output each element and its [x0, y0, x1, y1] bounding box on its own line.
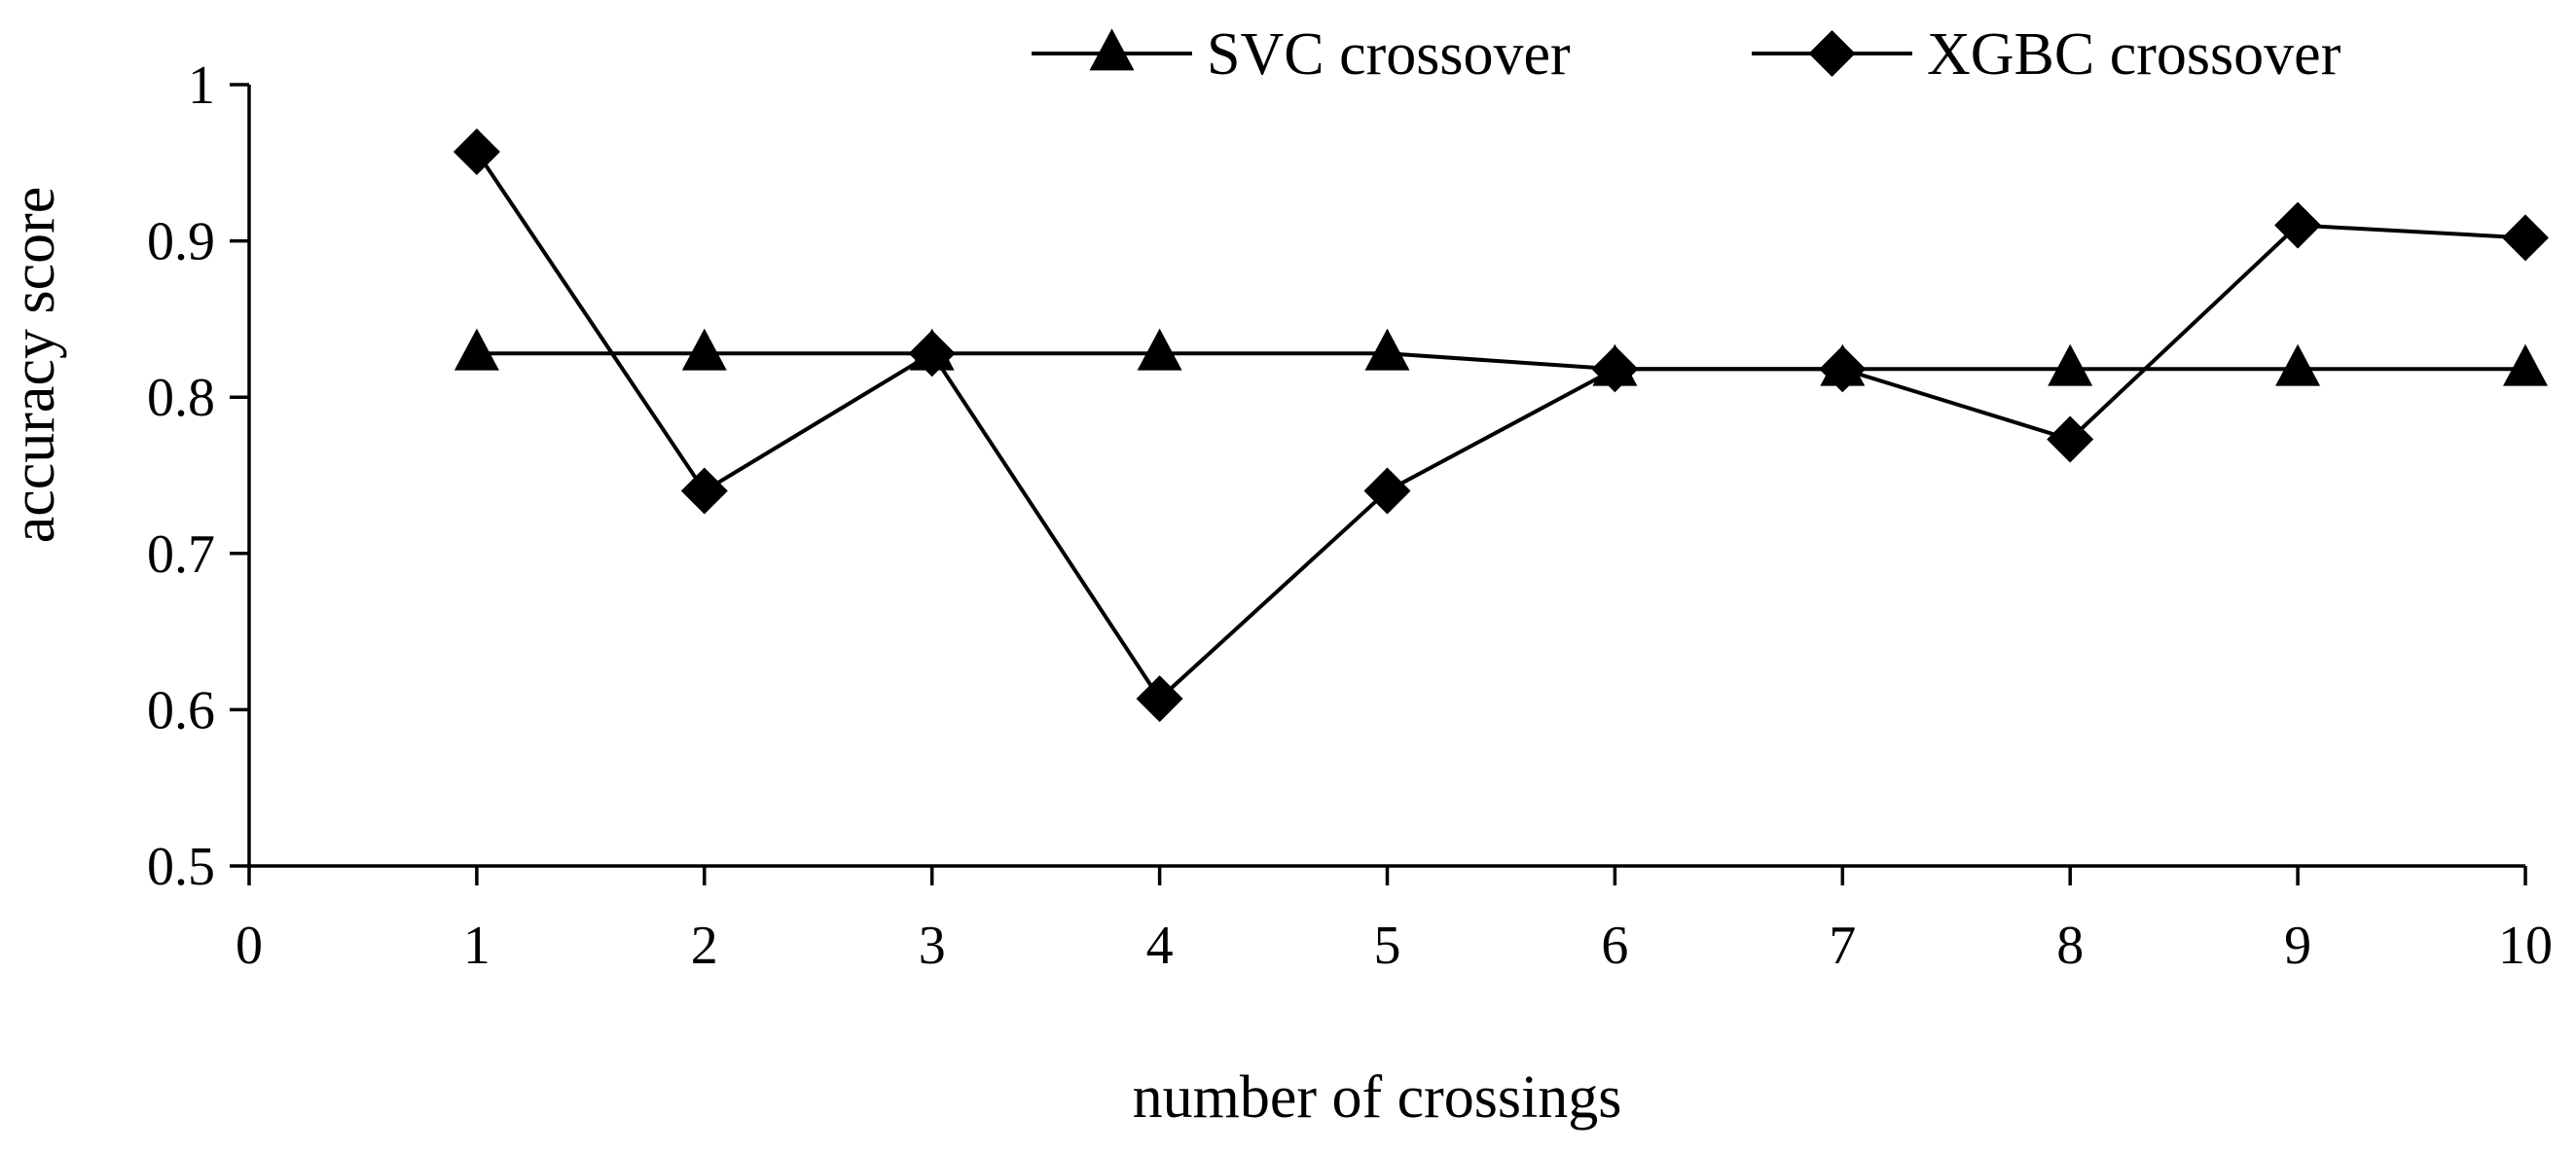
- series-1: [454, 328, 2548, 386]
- legend-item-2: XGBC crossover: [1752, 21, 2341, 88]
- y-tick-label: 0.9: [147, 212, 215, 272]
- x-tick-label: 4: [1146, 916, 1174, 976]
- diamond-marker: [1819, 345, 1867, 393]
- x-tick-label: 1: [463, 916, 490, 976]
- diamond-marker: [453, 128, 500, 176]
- y-tick-label: 0.7: [147, 524, 215, 585]
- triangle-marker: [1364, 328, 1410, 371]
- legend-diamond-marker: [1808, 30, 1856, 77]
- y-tick-label: 0.8: [147, 368, 215, 428]
- triangle-marker: [2048, 343, 2093, 386]
- x-tick-label: 6: [1601, 916, 1628, 976]
- triangle-marker: [454, 328, 499, 371]
- y-axis-ticks: 0.5 0.6 0.7 0.8 0.9 1: [147, 55, 249, 897]
- diamond-marker: [680, 467, 728, 515]
- x-axis-label: number of crossings: [1133, 1064, 1622, 1131]
- x-tick-label: 10: [2498, 916, 2553, 976]
- y-tick-label: 0.6: [147, 680, 215, 740]
- series-lines: [453, 128, 2549, 723]
- legend-triangle-marker: [1089, 28, 1135, 71]
- legend-label: SVC crossover: [1207, 21, 1571, 88]
- diamond-marker: [2502, 214, 2549, 262]
- legend-item-1: SVC crossover: [1032, 21, 1571, 88]
- x-tick-label: 5: [1374, 916, 1401, 976]
- triangle-marker: [2503, 343, 2548, 386]
- x-tick-label: 8: [2056, 916, 2084, 976]
- y-tick-label: 0.5: [147, 837, 215, 897]
- legend-label: XGBC crossover: [1927, 21, 2341, 88]
- triangle-marker: [2275, 343, 2321, 386]
- x-tick-label: 2: [691, 916, 718, 976]
- series-line: [476, 351, 2525, 372]
- diamond-marker: [2047, 415, 2094, 463]
- diamond-marker: [908, 330, 956, 378]
- triangle-marker: [1137, 328, 1182, 371]
- diamond-marker: [1591, 345, 1639, 393]
- triangle-marker: [681, 328, 727, 371]
- x-axis-ticks: 0 1 2 3 4 5 6 7 8 9 10: [236, 866, 2553, 976]
- y-axis-label: accuracy score: [1, 187, 67, 544]
- x-tick-label: 0: [236, 916, 263, 976]
- x-tick-label: 7: [1829, 916, 1856, 976]
- x-tick-label: 9: [2284, 916, 2311, 976]
- series-2: [453, 128, 2549, 723]
- legend: SVC crossover XGBC crossover: [1032, 21, 2341, 88]
- x-tick-label: 3: [919, 916, 946, 976]
- diamond-marker: [2274, 201, 2322, 249]
- series-line: [475, 150, 2526, 703]
- y-tick-label: 1: [188, 55, 215, 116]
- diamond-marker: [1136, 675, 1183, 723]
- diamond-marker: [1363, 467, 1411, 515]
